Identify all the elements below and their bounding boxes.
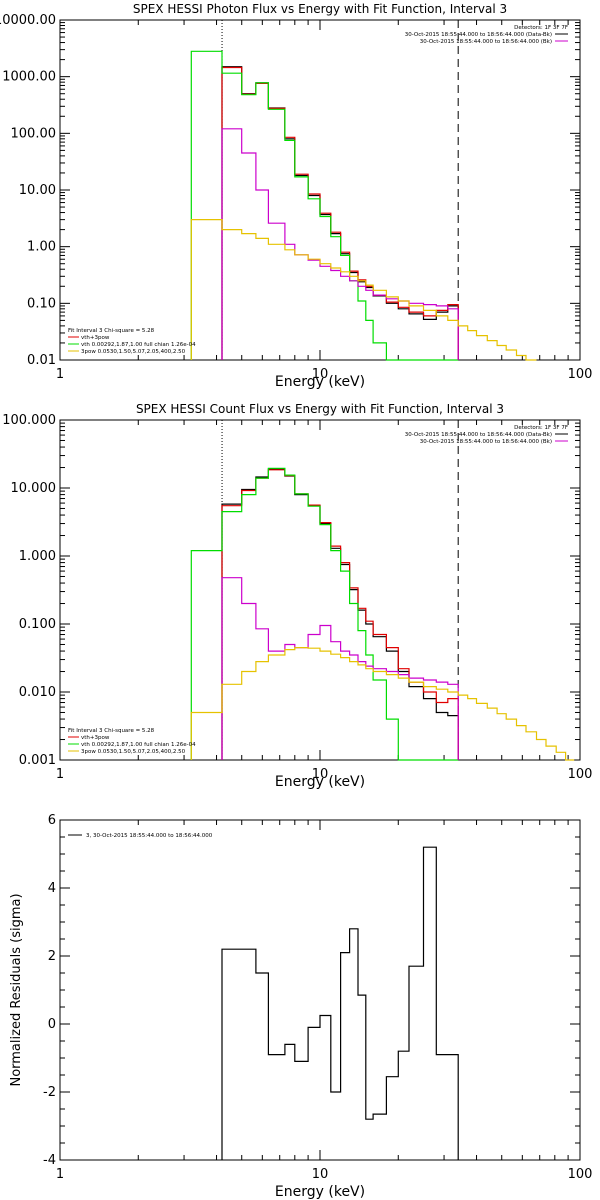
residual-y-tick-label: -2 — [43, 1085, 56, 1100]
photon-y-tick-label: 100.00 — [11, 126, 57, 141]
photon-flux-panel: SPEX HESSI Photon Flux vs Energy with Fi… — [0, 2, 592, 390]
count-legend-text: vth+3pow — [81, 735, 110, 741]
photon-y-tick-label: 0.01 — [27, 353, 56, 368]
count-flux-title: SPEX HESSI Count Flux vs Energy with Fit… — [136, 402, 504, 416]
count-y-tick-label: 10.000 — [11, 481, 57, 496]
photon-legend-text: vth+3pow — [81, 335, 110, 341]
residual-series-black — [221, 846, 459, 1160]
count-header-text: 30-Oct-2015 18:55:44.000 to 18:56:44.000… — [420, 439, 552, 445]
count-x-tick-label: 1 — [56, 767, 64, 782]
count-x-tick-label: 100 — [568, 767, 593, 782]
residuals-panel: Normalized Residuals (sigma) Energy (keV… — [9, 813, 592, 1200]
photon-flux-plot-frame — [59, 19, 581, 361]
residuals-plot-frame — [59, 819, 581, 1161]
count-series-magenta — [221, 577, 459, 760]
photon-series-red — [221, 66, 459, 360]
photon-series-yellow — [190, 219, 537, 361]
photon-x-tick-label: 10 — [312, 367, 329, 382]
residual-y-tick-label: -4 — [43, 1153, 56, 1168]
count-legend-text: 3pow 0.0530,1.50,5.07,2.05,400,2.50 — [81, 749, 186, 755]
residuals-xlabel: Energy (keV) — [275, 1184, 365, 1200]
count-y-tick-label: 0.010 — [19, 685, 56, 700]
photon-y-tick-label: 1000.00 — [2, 70, 56, 85]
count-y-tick-label: 1.000 — [19, 549, 56, 564]
photon-legend-text: vth 0.00292,1.87,1.00 full chian 1.26e-0… — [81, 342, 196, 348]
residual-x-tick-label: 10 — [312, 1167, 329, 1182]
photon-header-text: Detectors: 1F 3F 7F — [514, 25, 568, 31]
count-y-tick-label: 0.100 — [19, 617, 56, 632]
photon-y-tick-label: 1.00 — [27, 240, 56, 255]
photon-legend-text: 3pow 0.0530,1.50,5.07,2.05,400,2.50 — [81, 349, 186, 355]
photon-y-tick-label: 0.10 — [27, 296, 56, 311]
photon-y-tick-label: 10000.00 — [0, 13, 56, 28]
residual-x-tick-label: 100 — [568, 1167, 593, 1182]
count-legend-text: Fit Interval 3 Chi-square = 5.28 — [68, 728, 155, 734]
photon-y-tick-label: 10.00 — [19, 183, 56, 198]
photon-header-text: 30-Oct-2015 18:55:44.000 to 18:56:44.000… — [420, 39, 552, 45]
count-series-yellow — [190, 647, 575, 761]
photon-series-black — [221, 66, 459, 360]
count-series-green — [190, 467, 459, 761]
photon-series-magenta — [221, 128, 459, 360]
count-legend-text: vth 0.00292,1.87,1.00 full chian 1.26e-0… — [81, 742, 196, 748]
photon-header-text: 30-Oct-2015 18:55:44.000 to 18:56:44.000… — [405, 32, 552, 38]
residual-y-tick-label: 0 — [48, 1017, 56, 1032]
photon-series-green — [190, 50, 459, 361]
photon-flux-title: SPEX HESSI Photon Flux vs Energy with Fi… — [133, 2, 507, 16]
residual-x-tick-label: 1 — [56, 1167, 64, 1182]
residual-legend-text: 3, 30-Oct-2015 18:55:44.000 to 18:56:44.… — [86, 833, 213, 839]
count-y-tick-label: 100.000 — [2, 413, 56, 428]
residuals-ylabel: Normalized Residuals (sigma) — [9, 893, 24, 1086]
photon-x-tick-label: 1 — [56, 367, 64, 382]
count-flux-xlabel: Energy (keV) — [275, 774, 365, 790]
count-flux-panel: SPEX HESSI Count Flux vs Energy with Fit… — [2, 402, 592, 790]
residual-y-tick-label: 4 — [48, 881, 56, 896]
residual-y-tick-label: 6 — [48, 813, 56, 828]
count-header-text: 30-Oct-2015 18:55:44.000 to 18:56:44.000… — [405, 432, 552, 438]
count-x-tick-label: 10 — [312, 767, 329, 782]
photon-flux-xlabel: Energy (keV) — [275, 374, 365, 390]
count-y-tick-label: 0.001 — [19, 753, 56, 768]
count-header-text: Detectors: 1F 3F 7F — [514, 425, 568, 431]
photon-x-tick-label: 100 — [568, 367, 593, 382]
count-flux-plot-frame — [59, 419, 581, 761]
count-series-red — [221, 469, 459, 760]
count-series-black — [221, 468, 459, 760]
photon-legend-text: Fit Interval 3 Chi-square = 5.28 — [68, 328, 155, 334]
residual-y-tick-label: 2 — [48, 949, 56, 964]
